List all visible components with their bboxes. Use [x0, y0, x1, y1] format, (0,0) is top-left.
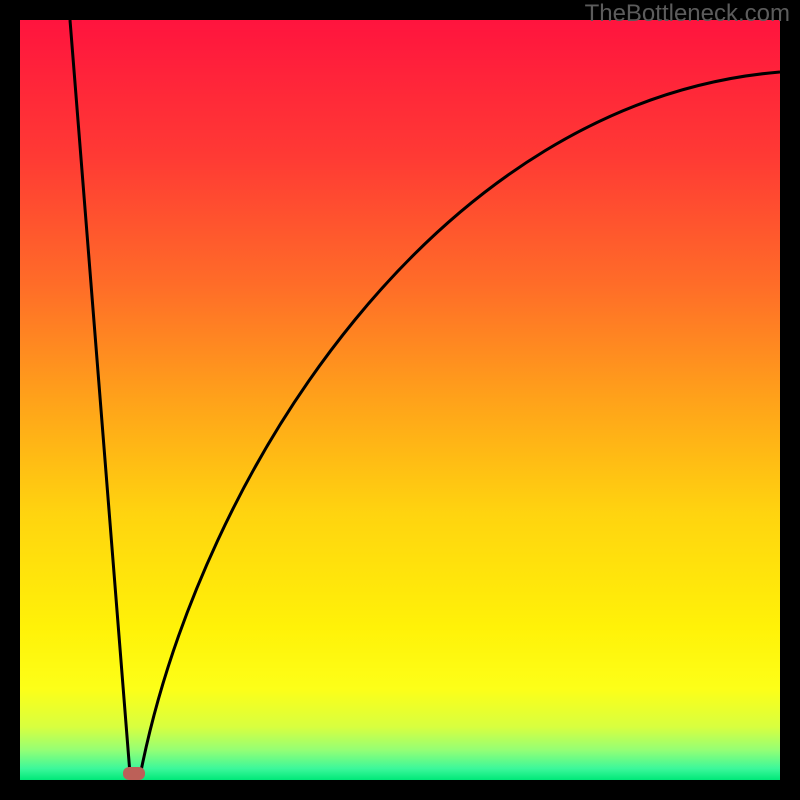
watermark-label: TheBottleneck.com: [585, 0, 790, 28]
optimal-point-marker: [123, 767, 145, 780]
gradient-background: [20, 20, 780, 780]
plot-area: [20, 20, 780, 780]
chart-frame: TheBottleneck.com: [0, 0, 800, 800]
bottleneck-curve-chart: [20, 20, 780, 780]
